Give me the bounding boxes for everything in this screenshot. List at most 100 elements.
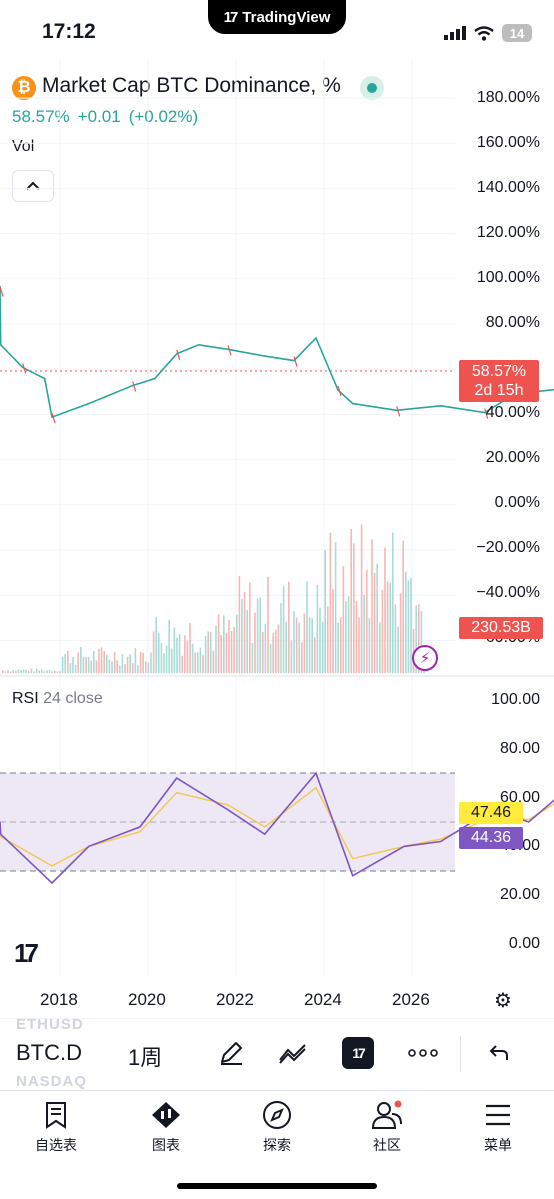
volume-bar xyxy=(368,618,371,673)
drawing-tool-button[interactable] xyxy=(214,1036,248,1070)
tradingview-logo-icon: 17 xyxy=(223,8,239,26)
volume-bar xyxy=(103,651,105,673)
volume-bar xyxy=(158,633,160,673)
nav-explore[interactable]: 探索 xyxy=(237,1099,317,1155)
volume-bar xyxy=(399,593,402,673)
volume-bar xyxy=(384,547,386,673)
volume-bar xyxy=(48,670,51,673)
nav-chart[interactable]: 图表 xyxy=(126,1099,206,1155)
nav-menu[interactable]: 菜单 xyxy=(458,1099,538,1155)
volume-bar xyxy=(124,664,126,673)
tradingview-watermark-icon: 17 xyxy=(14,938,39,968)
volume-bar xyxy=(220,635,222,673)
volume-bar xyxy=(87,656,90,673)
volume-bar xyxy=(80,646,82,673)
volume-bar xyxy=(77,652,79,673)
rsi-y-axis-label: 80.00 xyxy=(499,739,540,757)
volume-bar xyxy=(67,650,69,673)
chart-title[interactable]: Market Cap BTC Dominance, % xyxy=(42,74,341,97)
collapse-legend-button[interactable] xyxy=(12,170,54,202)
volume-bar xyxy=(181,655,183,673)
volume-bar xyxy=(147,662,150,673)
chart-settings-icon[interactable]: ⚙ xyxy=(494,990,512,1012)
menu-icon xyxy=(486,1104,510,1126)
undo-icon xyxy=(489,1045,508,1060)
volume-bar xyxy=(337,622,339,673)
bottom-navigation: 自选表 图表 探索 社区 菜单 xyxy=(0,1090,554,1199)
nav-menu-label: 菜单 xyxy=(484,1137,512,1153)
volume-bar xyxy=(56,671,59,673)
volume-bar xyxy=(353,543,355,673)
rsi-legend-name: RSI xyxy=(12,690,39,707)
volume-bar xyxy=(82,657,85,673)
volume-bar xyxy=(420,610,423,673)
volume-bar xyxy=(28,671,30,673)
dynamic-island: 17 TradingView xyxy=(208,0,346,34)
nav-explore-label: 探索 xyxy=(263,1137,291,1153)
rsi-y-axis-label: 60.00 xyxy=(499,788,540,806)
volume-bar xyxy=(311,618,313,673)
volume-bar xyxy=(298,622,300,673)
volume-tag: 230.53B xyxy=(459,617,543,639)
volume-bar xyxy=(7,670,9,673)
volume-bar xyxy=(69,663,72,673)
volume-bar xyxy=(41,669,43,673)
volume-bar xyxy=(402,540,404,673)
undo-button[interactable] xyxy=(482,1036,516,1070)
status-time: 17:12 xyxy=(42,20,96,43)
tradingview-menu-button[interactable]: 17 xyxy=(342,1037,374,1069)
rsi-y-axis-label: 100.00 xyxy=(491,691,540,708)
pen-icon xyxy=(221,1042,242,1065)
lightning-icon[interactable]: ⚡ xyxy=(412,645,438,671)
volume-bar xyxy=(178,634,181,673)
volume-bar xyxy=(334,542,337,673)
indicators-button[interactable] xyxy=(276,1036,310,1070)
nav-chart-label: 图表 xyxy=(152,1137,180,1153)
chart-canvas[interactable] xyxy=(0,60,554,1020)
volume-bar xyxy=(282,586,285,673)
volume-bar xyxy=(72,656,74,673)
more-options-button[interactable] xyxy=(406,1036,440,1070)
volume-bar xyxy=(15,670,17,673)
volume-bar xyxy=(191,643,194,673)
nav-community[interactable]: 社区 xyxy=(347,1099,427,1155)
nav-watchlist[interactable]: 自选表 xyxy=(16,1099,96,1155)
volume-bar xyxy=(259,597,261,673)
symbol-selector[interactable]: BTC.D xyxy=(16,1040,82,1065)
nav-community-label: 社区 xyxy=(373,1137,401,1153)
volume-bar xyxy=(4,671,7,673)
volume-bar xyxy=(163,653,165,673)
volume-bar xyxy=(269,644,272,673)
volume-bar xyxy=(267,576,269,673)
volume-bar xyxy=(217,614,220,673)
volume-bar xyxy=(132,663,134,673)
rsi-legend[interactable]: RSI 24 close xyxy=(12,690,103,708)
price-change-pct: (+0.02%) xyxy=(128,107,199,126)
y-axis-label: −20.00% xyxy=(476,539,540,556)
volume-bar xyxy=(95,660,98,673)
volume-bar xyxy=(389,582,391,673)
volume-bar xyxy=(288,581,290,673)
volume-bar xyxy=(415,605,417,673)
y-axis-label: 160.00% xyxy=(476,134,540,151)
volume-bar xyxy=(74,664,77,673)
volume-bar xyxy=(160,643,163,673)
volume-bar xyxy=(189,623,191,673)
volume-legend[interactable]: Vol xyxy=(12,138,35,155)
volume-bar xyxy=(139,651,142,673)
interval-selector[interactable]: 1周 xyxy=(128,1045,163,1070)
volume-bar xyxy=(249,582,251,673)
price-series-line xyxy=(0,286,554,419)
volume-bar xyxy=(93,651,95,673)
market-status-icon[interactable] xyxy=(360,76,384,100)
volume-bar xyxy=(345,601,347,673)
volume-bar xyxy=(184,635,186,673)
volume-bar xyxy=(241,599,243,673)
volume-bar xyxy=(38,670,40,673)
volume-bar xyxy=(98,648,100,673)
rsi-legend-params: 24 close xyxy=(43,690,103,707)
volume-bar xyxy=(347,596,350,673)
volume-bar xyxy=(64,653,66,673)
volume-bar xyxy=(111,661,113,673)
chart-icon xyxy=(152,1102,180,1128)
